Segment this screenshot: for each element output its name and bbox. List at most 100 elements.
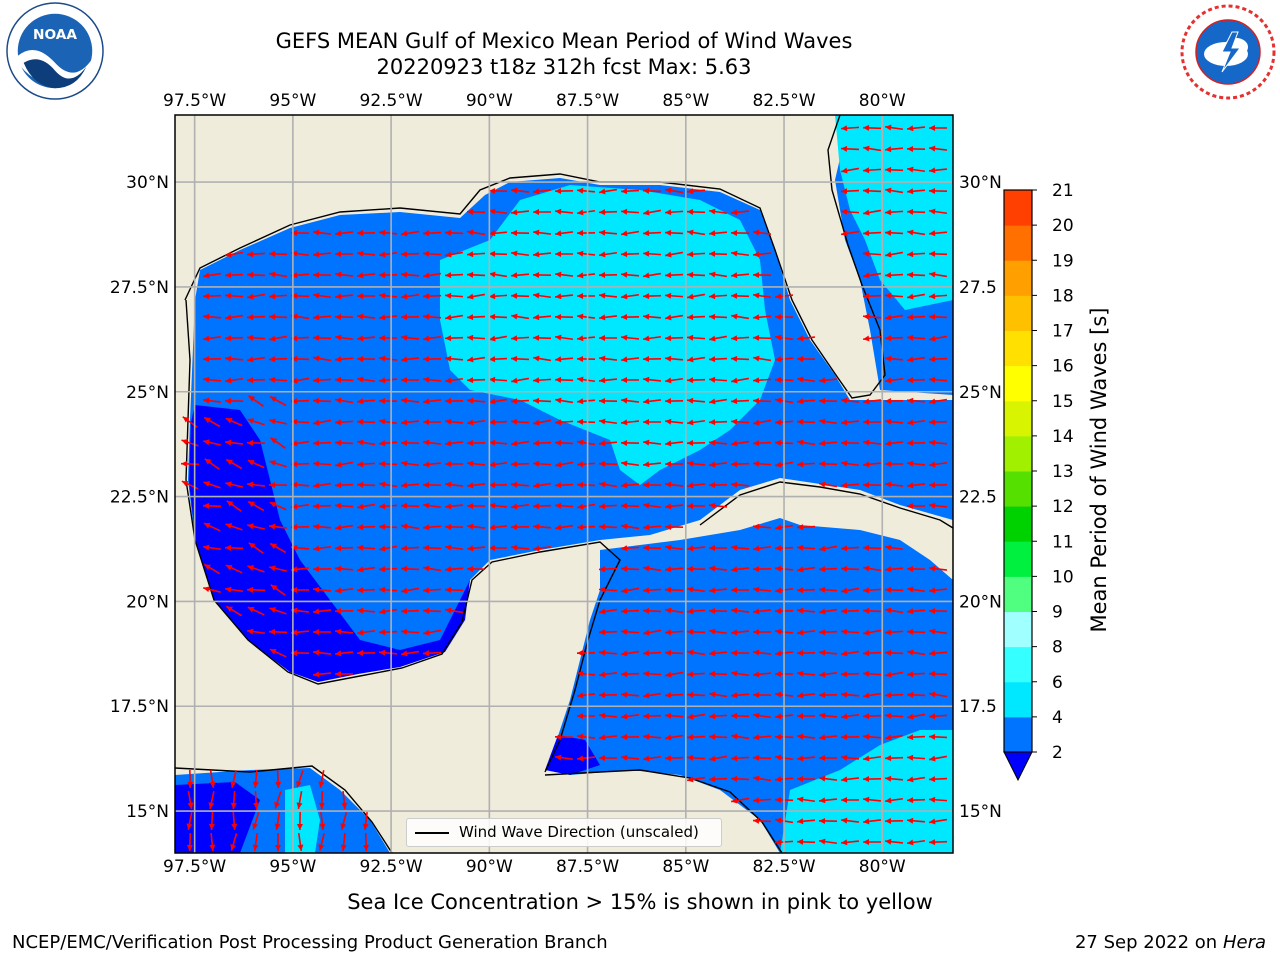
- wind-arrow: [422, 398, 442, 405]
- wind-arrow: [422, 544, 442, 551]
- wind-arrow: [906, 608, 926, 615]
- wind-arrow: [488, 482, 508, 489]
- wind-arrow: [400, 460, 420, 467]
- wind-arrow: [378, 629, 398, 636]
- wind-arrow: [884, 797, 904, 804]
- wind-arrow: [642, 335, 662, 342]
- wind-arrow: [290, 461, 310, 468]
- wind-arrow: [840, 650, 860, 657]
- wind-arrow: [598, 608, 618, 615]
- wind-arrow: [444, 229, 464, 236]
- wind-arrow: [268, 376, 288, 383]
- wind-arrow: [204, 458, 220, 470]
- wind-arrow: [686, 334, 706, 341]
- wind-arrow: [400, 439, 420, 446]
- wind-arrow: [356, 524, 376, 531]
- colorbar-label: Mean Period of Wind Waves [s]: [1087, 307, 1111, 633]
- wind-arrow: [796, 692, 816, 699]
- wind-arrow: [444, 566, 464, 573]
- wind-arrow: [268, 335, 288, 342]
- wind-arrow: [884, 755, 904, 762]
- wind-arrow: [334, 565, 354, 572]
- wind-arrow: [928, 271, 948, 278]
- wind-arrow: [686, 608, 706, 615]
- colorbar-swatch: [1004, 365, 1032, 402]
- wind-arrow: [202, 356, 222, 363]
- wind-arrow: [752, 397, 772, 404]
- wind-arrow: [532, 188, 552, 195]
- wind-arrow: [576, 418, 596, 425]
- colorbar-tick-label: 17: [1052, 322, 1074, 342]
- wind-arrow: [231, 811, 238, 831]
- wind-arrow: [202, 502, 222, 509]
- wind-arrow: [818, 797, 838, 804]
- wind-arrow: [247, 523, 265, 530]
- lat-tick-label: 15°N: [959, 802, 1002, 822]
- wind-arrow: [296, 770, 304, 788]
- wind-arrow: [400, 628, 420, 635]
- wind-arrow: [906, 713, 926, 720]
- mid-period-pacific: [285, 785, 320, 853]
- wind-arrow: [752, 586, 772, 593]
- wind-arrow: [230, 770, 237, 788]
- coastline-central-america: [175, 765, 783, 853]
- wind-arrow: [488, 439, 508, 446]
- wind-arrow: [620, 628, 640, 635]
- wind-arrow: [312, 649, 332, 656]
- wind-arrow: [664, 523, 684, 530]
- wind-arrow: [906, 460, 926, 467]
- wind-arrow: [378, 481, 398, 488]
- wind-arrow: [862, 335, 882, 342]
- wind-arrow: [422, 587, 442, 594]
- wind-arrow: [906, 817, 926, 824]
- wind-arrow: [642, 356, 662, 363]
- wind-arrow: [686, 356, 706, 363]
- lon-tick-label: 95°W: [269, 91, 316, 111]
- wind-arrow: [224, 377, 244, 384]
- wind-arrow: [620, 397, 640, 404]
- wind-arrow: [818, 545, 838, 552]
- wind-arrow: [819, 755, 837, 761]
- wind-arrow: [356, 439, 376, 446]
- wind-arrow: [334, 356, 354, 363]
- wind-arrow: [708, 628, 728, 635]
- wind-arrow: [422, 313, 442, 320]
- wind-arrow: [906, 776, 926, 783]
- wind-arrow: [334, 461, 354, 468]
- wind-arrow: [554, 356, 574, 363]
- wind-arrow: [884, 607, 904, 614]
- wind-arrow: [906, 314, 926, 321]
- wind-arrow: [246, 293, 266, 300]
- wind-arrow: [576, 335, 596, 342]
- wind-arrow: [599, 755, 617, 761]
- wind-arrow: [554, 733, 574, 740]
- wind-arrow: [731, 587, 749, 593]
- colorbar-swatch: [1004, 260, 1032, 296]
- wind-arrow: [247, 606, 265, 616]
- wind-arrow: [230, 833, 238, 851]
- wind-arrow: [818, 775, 838, 782]
- wind-arrow: [884, 544, 904, 551]
- wind-arrow: [906, 188, 926, 195]
- wind-arrow: [290, 566, 310, 573]
- wind-arrow: [686, 482, 706, 489]
- wind-arrow: [708, 776, 728, 783]
- wind-arrow: [862, 230, 882, 237]
- wind-arrow: [862, 187, 882, 194]
- wind-arrow: [598, 671, 618, 678]
- wind-arrow: [225, 605, 243, 617]
- wind-arrow: [906, 125, 926, 132]
- colorbar-tick-label: 4: [1052, 708, 1063, 728]
- wind-arrow: [840, 713, 860, 720]
- colorbar-tick-label: 6: [1052, 673, 1063, 693]
- wind-arrow: [686, 208, 706, 215]
- wind-arrow: [818, 671, 838, 678]
- wind-arrow: [862, 167, 882, 174]
- wind-arrow: [708, 376, 728, 383]
- wind-arrow: [488, 250, 508, 257]
- wind-arrow: [752, 523, 772, 530]
- wind-arrow: [444, 355, 464, 362]
- wind-arrow: [642, 293, 662, 300]
- wind-arrow: [400, 482, 420, 489]
- wind-arrow: [730, 355, 750, 362]
